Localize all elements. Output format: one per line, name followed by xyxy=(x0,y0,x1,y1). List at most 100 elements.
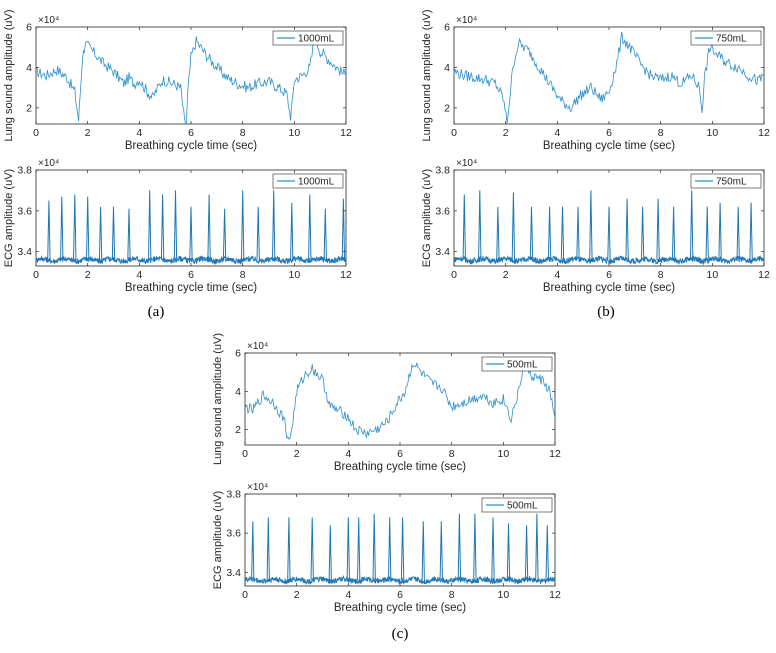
ecg-peak xyxy=(328,525,332,583)
y-tick-label: 6 xyxy=(26,22,32,34)
axis-exponent: ×10⁴ xyxy=(38,158,59,169)
caption-b: (b) xyxy=(597,304,615,320)
x-tick-label: 10 xyxy=(497,448,509,460)
x-tick-label: 10 xyxy=(706,127,718,139)
x-tick-label: 6 xyxy=(397,589,403,601)
ecg-peak xyxy=(491,517,495,583)
legend-box xyxy=(690,30,762,46)
x-tick-label: 4 xyxy=(136,269,142,281)
ecg-peak xyxy=(547,206,552,262)
legend-box xyxy=(481,497,553,513)
ecg-peak xyxy=(589,190,593,262)
legend-box xyxy=(272,30,344,46)
y-tick-label: 4 xyxy=(444,62,450,74)
y-tick-label: 6 xyxy=(235,348,241,360)
x-tick-label: 8 xyxy=(658,269,664,281)
y-tick-label: 3.8 xyxy=(17,165,32,177)
y-tick-label: 4 xyxy=(26,62,32,74)
legend-label: 1000mL xyxy=(298,177,335,188)
ecg-peak xyxy=(506,523,511,583)
ecg-peak xyxy=(535,513,539,583)
x-tick-label: 8 xyxy=(240,269,246,281)
x-tick-label: 10 xyxy=(288,269,300,281)
chart-ecg-500: 0 2 4 6 8 10 12 3.4 3.6 3.8 ×10⁴ Breathing cycle ti… xyxy=(212,482,561,614)
ecg-peak xyxy=(524,525,529,583)
x-tick-label: 4 xyxy=(554,127,560,139)
ecg-peak xyxy=(462,194,466,262)
x-tick-label: 2 xyxy=(85,127,91,139)
y-tick-label: 3.6 xyxy=(435,205,450,217)
x-axis-label: Breathing cycle time (sec) xyxy=(334,461,466,473)
axis-exponent: ×10⁴ xyxy=(456,15,477,26)
caption-c: (c) xyxy=(391,626,409,642)
x-tick-label: 2 xyxy=(503,269,509,281)
x-axis-label: Breathing cycle time (sec) xyxy=(125,282,257,294)
ecg-peak xyxy=(545,525,549,583)
x-tick-label: 0 xyxy=(451,127,457,139)
x-tick-label: 2 xyxy=(294,589,300,601)
series-line xyxy=(35,254,347,265)
x-tick-label: 6 xyxy=(606,127,612,139)
y-tick-label: 4 xyxy=(235,386,241,398)
x-tick-label: 10 xyxy=(288,127,300,139)
y-tick-label: 2 xyxy=(444,102,450,114)
ecg-peak xyxy=(111,206,116,262)
x-tick-label: 6 xyxy=(606,269,612,281)
legend-label: 750mL xyxy=(716,177,747,188)
x-axis-label: Breathing cycle time (sec) xyxy=(334,602,466,614)
ecg-peak xyxy=(341,198,346,262)
ecg-peak xyxy=(222,208,227,262)
x-tick-label: 8 xyxy=(240,127,246,139)
y-tick-label: 3.6 xyxy=(226,528,241,540)
x-tick-label: 4 xyxy=(345,589,351,601)
ecg-peak xyxy=(60,196,64,262)
ecg-peak xyxy=(478,190,482,262)
x-tick-label: 8 xyxy=(658,127,664,139)
axis-exponent: ×10⁴ xyxy=(38,15,59,26)
x-tick-label: 4 xyxy=(136,127,142,139)
ecg-peak xyxy=(189,206,193,262)
x-tick-label: 8 xyxy=(449,448,455,460)
ecg-peak xyxy=(690,190,694,262)
x-axis-label: Breathing cycle time (sec) xyxy=(543,140,675,152)
y-axis-label: Lung sound amplitude (uV) xyxy=(3,9,15,141)
x-tick-label: 10 xyxy=(706,269,718,281)
x-tick-label: 8 xyxy=(449,589,455,601)
legend-box xyxy=(481,356,553,372)
ecg-peak xyxy=(98,206,103,262)
y-axis-label: ECG amplitude (uV) xyxy=(3,169,15,267)
ecg-peak xyxy=(421,521,425,583)
y-axis-label: Lung sound amplitude (uV) xyxy=(212,333,224,465)
y-tick-label: 3.8 xyxy=(226,489,241,501)
legend-label: 1000mL xyxy=(298,34,335,45)
ecg-peak xyxy=(266,517,270,583)
axis-exponent: ×10⁴ xyxy=(247,482,268,493)
ecg-peak xyxy=(439,521,443,583)
ecg-peak xyxy=(310,517,314,583)
legend-box xyxy=(272,173,344,189)
chart-lung-750: 0 2 4 6 8 10 12 2 4 6 ×10⁴ Breathing cycle time (se… xyxy=(421,9,770,152)
series-line xyxy=(35,36,347,124)
y-tick-label: 3.8 xyxy=(435,165,450,177)
ecg-peak xyxy=(388,517,392,583)
x-axis-label: Breathing cycle time (sec) xyxy=(543,282,675,294)
x-tick-label: 6 xyxy=(397,448,403,460)
y-tick-label: 3.4 xyxy=(226,567,241,579)
x-tick-label: 12 xyxy=(340,269,352,281)
legend-box xyxy=(690,173,762,189)
x-tick-label: 12 xyxy=(340,127,352,139)
x-tick-label: 6 xyxy=(188,127,194,139)
chart-lung-1000: 0 2 4 6 8 10 12 2 4 6 ×10⁴ Breathing cycle time (se… xyxy=(3,9,352,152)
x-tick-label: 2 xyxy=(85,269,91,281)
ecg-peak xyxy=(346,517,350,583)
chart-ecg-750: 0 2 4 6 8 10 12 3.4 3.6 3.8 ×10⁴ Breathing cycle ti… xyxy=(421,158,770,294)
x-tick-label: 0 xyxy=(242,448,248,460)
x-tick-label: 0 xyxy=(242,589,248,601)
ecg-peak xyxy=(86,196,90,262)
y-tick-label: 3.6 xyxy=(17,205,32,217)
ecg-peak xyxy=(529,206,534,262)
ecg-peak xyxy=(607,206,611,262)
ecg-peak xyxy=(640,206,645,262)
ecg-peak xyxy=(308,194,312,262)
